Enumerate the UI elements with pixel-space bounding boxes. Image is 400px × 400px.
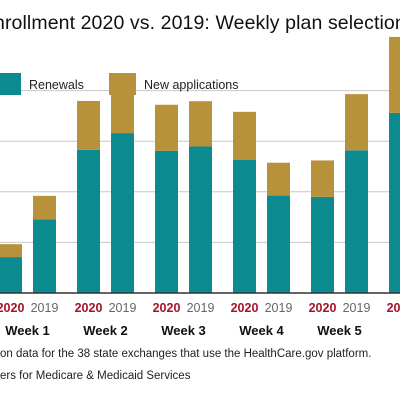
tick-label-2020: 2020 (75, 301, 103, 315)
source-note: ers for Medicare & Medicaid Services (0, 370, 191, 382)
bar-segment (267, 162, 290, 196)
bar-segment (389, 112, 400, 293)
legend-label: Renewals (29, 78, 84, 92)
tick-label-2020: 2020 (387, 301, 400, 315)
x-axis-ticks: 2020 2019 Week 1 2020 2019 Week 2 2020 2019 Week… (0, 301, 400, 338)
bar-segment (77, 149, 100, 293)
bar-segment (233, 111, 256, 160)
bar-segment (311, 160, 334, 197)
bars (0, 36, 400, 294)
legend-label: New applications (144, 78, 239, 92)
week-label: Week 5 (317, 323, 362, 338)
tick-label-2019: 2019 (187, 301, 215, 315)
bar-segment (189, 146, 212, 293)
tick-label-2020: 2020 (0, 301, 24, 315)
bar-segment (33, 195, 56, 220)
tick-label-2019: 2019 (31, 301, 59, 315)
footnote: on data for the 38 state exchanges that … (0, 348, 372, 360)
tick-label-2019: 2019 (343, 301, 371, 315)
bar-segment (345, 150, 368, 293)
bar-segment (345, 94, 368, 151)
bar-segment (0, 257, 22, 293)
tick-label-2020: 2020 (231, 301, 259, 315)
tick-label-2019: 2019 (109, 301, 137, 315)
bar-segment (189, 101, 212, 147)
bar-segment (33, 219, 56, 293)
bar-segment (111, 133, 134, 293)
legend-swatch (0, 73, 21, 95)
bar-segment (77, 100, 100, 150)
week-label: Week 3 (161, 323, 206, 338)
bar-segment (111, 85, 134, 134)
bar-segment (267, 195, 290, 293)
bar-segment (0, 244, 22, 258)
week-label: Week 1 (5, 323, 50, 338)
bar-segment (155, 150, 178, 293)
tick-label-2020: 2020 (309, 301, 337, 315)
week-label: Week 2 (83, 323, 128, 338)
bar-segment (311, 196, 334, 293)
bar-segment (155, 104, 178, 151)
tick-label-2019: 2019 (265, 301, 293, 315)
week-label: Week 4 (239, 323, 284, 338)
tick-label-2020: 2020 (153, 301, 181, 315)
bar-segment (389, 36, 400, 113)
bar-segment (233, 159, 256, 293)
chart-title: nrollment 2020 vs. 2019: Weekly plan sel… (0, 12, 400, 34)
